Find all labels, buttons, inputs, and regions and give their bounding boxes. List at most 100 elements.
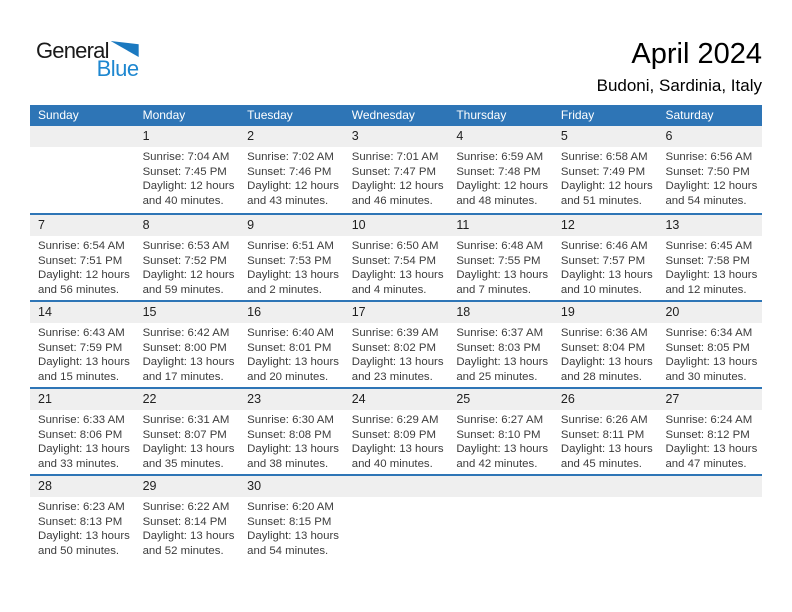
detail-line: and 23 minutes.: [351, 370, 433, 383]
day-details-5: Sunrise: 6:58 AM Sunset: 7:49 PM Daylight:…: [553, 147, 658, 208]
detail-line: Sunset: 7:46 PM: [247, 165, 332, 178]
day-details-8: Sunrise: 6:53 AM Sunset: 7:52 PM Daylight:…: [135, 236, 240, 297]
detail-line: Daylight: 13 hours: [247, 443, 339, 456]
week-row: 21 22 23 24 25 26 27 Sunrise: 6:33 AM Sunset: 8:…: [30, 387, 762, 474]
detail-line: Sunrise: 6:42 AM: [142, 327, 230, 339]
day-number-13: 13: [665, 218, 680, 232]
day-number-19: 19: [560, 305, 575, 319]
detail-line: and 47 minutes.: [665, 457, 747, 470]
day-details-6: Sunrise: 6:56 AM Sunset: 7:50 PM Daylight:…: [657, 147, 762, 208]
day-details-23: Sunrise: 6:30 AM Sunset: 8:08 PM Daylight:…: [239, 410, 344, 471]
detail-line: Sunset: 8:09 PM: [351, 428, 436, 441]
detail-line: and 59 minutes.: [142, 283, 224, 296]
day-details-9: Sunrise: 6:51 AM Sunset: 7:53 PM Daylight:…: [239, 236, 344, 297]
detail-line: Daylight: 13 hours: [456, 356, 549, 369]
detail-line: Daylight: 13 hours: [142, 530, 235, 543]
day-details-11: Sunrise: 6:48 AM Sunset: 7:55 PM Daylight:…: [448, 236, 553, 297]
detail-line: Daylight: 12 hours: [456, 180, 549, 193]
detail-line: and 4 minutes.: [351, 283, 427, 296]
weekday-header-tuesday: Tuesday: [247, 108, 293, 122]
day-number-12: 12: [560, 218, 575, 232]
detail-line: Sunset: 7:52 PM: [142, 254, 227, 267]
detail-line: Sunset: 8:10 PM: [456, 428, 541, 441]
weekday-header-thursday: Thursday: [456, 108, 507, 122]
detail-line: Sunset: 7:59 PM: [38, 341, 123, 354]
day-number-30: 30: [247, 479, 262, 493]
detail-line: and 7 minutes.: [456, 283, 532, 296]
detail-line: Sunrise: 6:48 AM: [456, 240, 544, 252]
detail-line: Sunrise: 6:39 AM: [351, 327, 439, 339]
detail-line: Sunrise: 6:36 AM: [560, 327, 648, 339]
detail-line: Sunrise: 6:20 AM: [247, 501, 334, 513]
detail-line: Daylight: 13 hours: [665, 269, 758, 282]
detail-line: Sunrise: 6:43 AM: [38, 327, 125, 339]
detail-line: and 17 minutes.: [142, 370, 224, 383]
detail-line: Sunset: 8:12 PM: [665, 428, 750, 441]
detail-line: and 33 minutes.: [38, 457, 120, 470]
detail-line: Sunrise: 6:58 AM: [560, 151, 648, 163]
calendar-weeks: 1 2 3 4 5 6 Sunrise: 7:04 AM Sunset: 7:45 PM Day…: [30, 126, 762, 561]
detail-line: Sunrise: 6:22 AM: [142, 501, 230, 513]
day-number-22: 22: [142, 392, 157, 406]
detail-line: Sunrise: 7:01 AM: [351, 151, 439, 163]
detail-line: Daylight: 13 hours: [142, 443, 235, 456]
detail-line: Sunrise: 6:37 AM: [456, 327, 544, 339]
detail-line: Sunset: 8:06 PM: [38, 428, 123, 441]
day-details-row: Sunrise: 6:54 AM Sunset: 7:51 PM Daylight:…: [30, 236, 762, 297]
detail-line: Sunset: 8:11 PM: [560, 428, 645, 441]
detail-line: Sunrise: 6:51 AM: [247, 240, 334, 252]
day-details-30: Sunrise: 6:20 AM Sunset: 8:15 PM Daylight:…: [239, 497, 344, 558]
detail-line: Daylight: 13 hours: [247, 356, 339, 369]
day-number-empty: [553, 476, 658, 497]
detail-line: Daylight: 13 hours: [142, 356, 235, 369]
week-row: 7 8 9 10 11 12 13 Sunrise: 6:54 AM Sunset: 7:51 …: [30, 213, 762, 300]
detail-line: Daylight: 12 hours: [560, 180, 653, 193]
day-number-14: 14: [38, 305, 52, 319]
day-number-11: 11: [456, 218, 470, 232]
day-number-29: 29: [142, 479, 157, 493]
day-number-band: 14 15 16 17 18 19 20: [30, 302, 762, 323]
day-number-band: 28 29 30: [30, 476, 762, 497]
day-details-20: Sunrise: 6:34 AM Sunset: 8:05 PM Daylight:…: [657, 323, 762, 384]
detail-line: Sunrise: 6:56 AM: [665, 151, 753, 163]
day-number-25: 25: [456, 392, 471, 406]
detail-line: Sunrise: 6:24 AM: [665, 414, 753, 426]
detail-line: Daylight: 13 hours: [665, 443, 758, 456]
day-number-17: 17: [351, 305, 366, 319]
day-number-6: 6: [665, 129, 673, 143]
detail-line: Sunset: 8:01 PM: [247, 341, 332, 354]
day-details-row: Sunrise: 6:33 AM Sunset: 8:06 PM Daylight:…: [30, 410, 762, 471]
day-number-band: 1 2 3 4 5 6: [30, 126, 762, 147]
day-details-26: Sunrise: 6:26 AM Sunset: 8:11 PM Daylight:…: [553, 410, 658, 471]
detail-line: and 56 minutes.: [38, 283, 120, 296]
detail-line: and 43 minutes.: [247, 194, 329, 207]
logo-text-blue: Blue: [96, 56, 140, 81]
detail-line: Sunrise: 7:04 AM: [142, 151, 230, 163]
day-number-10: 10: [351, 218, 366, 232]
detail-line: Sunrise: 6:53 AM: [142, 240, 230, 252]
day-number-5: 5: [560, 129, 568, 143]
day-number-18: 18: [456, 305, 471, 319]
detail-line: Sunset: 8:07 PM: [142, 428, 227, 441]
detail-line: Sunset: 8:13 PM: [38, 515, 123, 528]
day-number-9: 9: [247, 218, 255, 232]
detail-line: and 28 minutes.: [560, 370, 642, 383]
day-number-20: 20: [665, 305, 680, 319]
detail-line: and 45 minutes.: [560, 457, 642, 470]
day-number-16: 16: [247, 305, 262, 319]
day-details-28: Sunrise: 6:23 AM Sunset: 8:13 PM Daylight:…: [30, 497, 135, 558]
month-title: April 2024: [631, 38, 762, 70]
detail-line: Daylight: 13 hours: [456, 443, 549, 456]
detail-line: and 46 minutes.: [351, 194, 433, 207]
detail-line: Sunset: 8:14 PM: [142, 515, 227, 528]
detail-line: Daylight: 13 hours: [351, 356, 444, 369]
day-number-1: 1: [142, 129, 150, 143]
detail-line: Sunset: 8:08 PM: [247, 428, 332, 441]
detail-line: Sunset: 8:03 PM: [456, 341, 541, 354]
day-details-empty: [657, 497, 762, 558]
detail-line: Sunset: 7:53 PM: [247, 254, 332, 267]
detail-line: Daylight: 13 hours: [560, 356, 653, 369]
detail-line: Daylight: 13 hours: [351, 269, 444, 282]
detail-line: Daylight: 13 hours: [38, 530, 130, 543]
